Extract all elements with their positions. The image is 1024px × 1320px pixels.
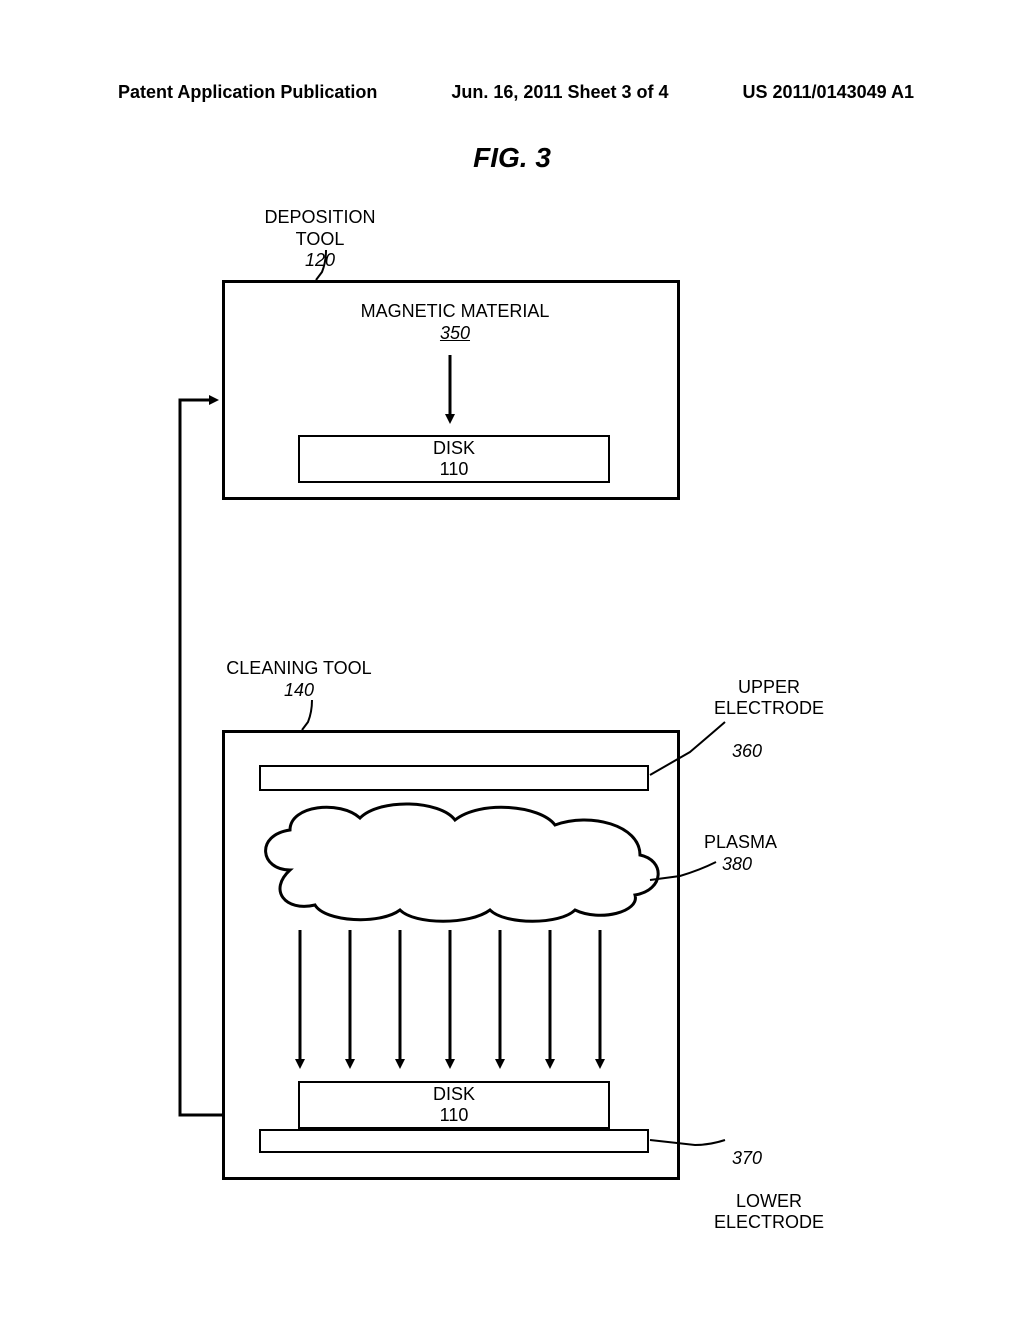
magnetic-material-label: MAGNETIC MATERIAL 350 (335, 301, 575, 344)
header-center: Jun. 16, 2011 Sheet 3 of 4 (451, 82, 668, 103)
upper-electrode-label: UPPER ELECTRODE 360 (704, 655, 834, 785)
deposition-tool-label: DEPOSITION TOOL 120 (240, 207, 400, 272)
cleaning-tool-box: DISK 110 (222, 730, 680, 1180)
lower-electrode-text: LOWER ELECTRODE (704, 1191, 834, 1234)
page-header: Patent Application Publication Jun. 16, … (0, 82, 1024, 103)
cleaning-tool-ref: 140 (224, 680, 374, 702)
header-left: Patent Application Publication (118, 82, 377, 103)
lower-electrode-box (259, 1129, 649, 1153)
magnetic-material-ref: 350 (335, 323, 575, 345)
cleaning-disk-box: DISK 110 (298, 1081, 610, 1129)
lower-electrode-ref: 370 (704, 1148, 834, 1170)
deposition-tool-text: DEPOSITION TOOL (240, 207, 400, 250)
cleaning-tool-text: CLEANING TOOL (224, 658, 374, 680)
magnetic-material-text: MAGNETIC MATERIAL (335, 301, 575, 323)
upper-electrode-ref: 360 (704, 741, 834, 763)
deposition-tool-box: MAGNETIC MATERIAL 350 DISK 110 (222, 280, 680, 500)
plasma-text: PLASMA (704, 832, 814, 854)
deposition-disk-ref: 110 (300, 459, 608, 480)
upper-electrode-text: UPPER ELECTRODE (704, 677, 834, 720)
header-right: US 2011/0143049 A1 (743, 82, 914, 103)
plasma-label: PLASMA 380 (704, 832, 814, 875)
figure-title: FIG. 3 (0, 142, 1024, 174)
deposition-tool-ref: 120 (240, 250, 400, 272)
deposition-disk-text: DISK (300, 438, 608, 459)
deposition-disk-box: DISK 110 (298, 435, 610, 483)
lower-electrode-label: 370 LOWER ELECTRODE (704, 1126, 834, 1256)
cleaning-tool-label: CLEANING TOOL 140 (224, 658, 374, 701)
plasma-ref: 380 (704, 854, 814, 876)
cleaning-disk-text: DISK (300, 1084, 608, 1105)
cleaning-disk-ref: 110 (300, 1105, 608, 1126)
upper-electrode-box (259, 765, 649, 791)
